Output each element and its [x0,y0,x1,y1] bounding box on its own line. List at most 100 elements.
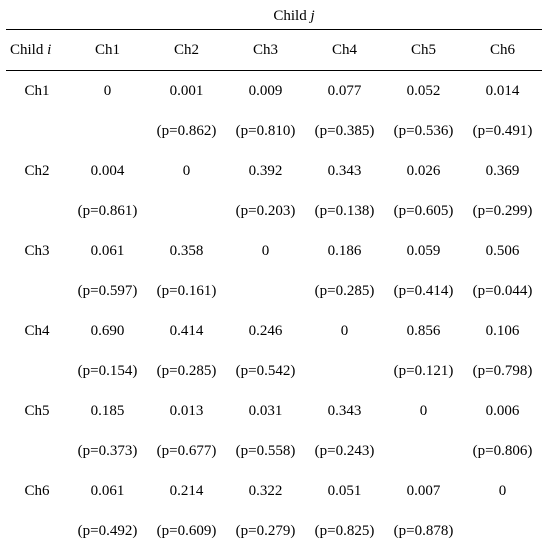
table-row: (p=0.154) (p=0.285) (p=0.542) (p=0.121) … [6,351,542,391]
cell-value: 0.009 [226,71,305,112]
cell-p: (p=0.878) [384,511,463,551]
cell-p: (p=0.279) [226,511,305,551]
cell-value: 0.014 [463,71,542,112]
cell-p: (p=0.161) [147,271,226,311]
cell-value: 0.506 [463,231,542,271]
cell-value: 0.059 [384,231,463,271]
cell-value: 0.186 [305,231,384,271]
table-row: Ch2 0.004 0 0.392 0.343 0.026 0.369 [6,151,542,191]
cell-p: (p=0.385) [305,111,384,151]
cell-p: (p=0.798) [463,351,542,391]
table-row: (p=0.862) (p=0.810) (p=0.385) (p=0.536) … [6,111,542,151]
cell-p [463,511,542,551]
row-label: Ch3 [6,231,68,271]
cell-value: 0.026 [384,151,463,191]
row-label-blank [6,111,68,151]
row-header-var: i [47,42,51,58]
cell-p: (p=0.597) [68,271,147,311]
cell-p: (p=0.609) [147,511,226,551]
cell-value: 0.414 [147,311,226,351]
table-body: Ch1 0 0.001 0.009 0.077 0.052 0.014 (p=0… [6,71,542,552]
cell-p: (p=0.677) [147,431,226,471]
cell-p: (p=0.605) [384,191,463,231]
table-row: (p=0.597) (p=0.161) (p=0.285) (p=0.414) … [6,271,542,311]
cell-p: (p=0.492) [68,511,147,551]
cell-p: (p=0.536) [384,111,463,151]
cell-value: 0.077 [305,71,384,112]
cell-p [305,351,384,391]
cell-value: 0.185 [68,391,147,431]
cell-p: (p=0.285) [147,351,226,391]
cell-p: (p=0.825) [305,511,384,551]
row-label-blank [6,191,68,231]
row-label: Ch6 [6,471,68,511]
row-label: Ch2 [6,151,68,191]
table-row: (p=0.492) (p=0.609) (p=0.279) (p=0.825) … [6,511,542,551]
table-row: Ch5 0.185 0.013 0.031 0.343 0 0.006 [6,391,542,431]
cell-p: (p=0.285) [305,271,384,311]
cell-p: (p=0.542) [226,351,305,391]
cell-value: 0.007 [384,471,463,511]
cell-p [226,271,305,311]
row-label-blank [6,351,68,391]
table-row: Ch4 0.690 0.414 0.246 0 0.856 0.106 [6,311,542,351]
row-label-blank [6,511,68,551]
row-label: Ch5 [6,391,68,431]
cell-p: (p=0.558) [226,431,305,471]
row-super-header: Child i [6,30,68,71]
cell-p: (p=0.414) [384,271,463,311]
col-header: Ch5 [384,30,463,71]
table-row: (p=0.861) (p=0.203) (p=0.138) (p=0.605) … [6,191,542,231]
cell-p: (p=0.861) [68,191,147,231]
column-super-header: Child j [46,8,542,25]
col-header: Ch2 [147,30,226,71]
cell-value: 0.369 [463,151,542,191]
super-header-var: j [310,8,314,24]
cell-value: 0 [384,391,463,431]
super-header-prefix: Child [273,8,310,24]
col-header: Ch4 [305,30,384,71]
cell-value: 0.392 [226,151,305,191]
cell-value: 0.061 [68,231,147,271]
cell-p: (p=0.810) [226,111,305,151]
col-header: Ch6 [463,30,542,71]
table-row: Ch1 0 0.001 0.009 0.077 0.052 0.014 [6,71,542,112]
cell-value: 0 [226,231,305,271]
row-label: Ch4 [6,311,68,351]
cell-p: (p=0.862) [147,111,226,151]
cell-value: 0.246 [226,311,305,351]
cell-value: 0.006 [463,391,542,431]
cell-value: 0.051 [305,471,384,511]
header-row: Child i Ch1 Ch2 Ch3 Ch4 Ch5 Ch6 [6,30,542,71]
col-header: Ch3 [226,30,305,71]
cell-p: (p=0.299) [463,191,542,231]
cell-p: (p=0.203) [226,191,305,231]
cell-p: (p=0.154) [68,351,147,391]
correlation-table: Child i Ch1 Ch2 Ch3 Ch4 Ch5 Ch6 Ch1 0 0.… [6,29,542,551]
cell-p: (p=0.138) [305,191,384,231]
cell-value: 0.061 [68,471,147,511]
row-label-blank [6,271,68,311]
cell-value: 0.343 [305,391,384,431]
col-header: Ch1 [68,30,147,71]
cell-value: 0.052 [384,71,463,112]
cell-p: (p=0.044) [463,271,542,311]
cell-value: 0.013 [147,391,226,431]
cell-p: (p=0.491) [463,111,542,151]
cell-value: 0.322 [226,471,305,511]
cell-p: (p=0.373) [68,431,147,471]
cell-p [68,111,147,151]
cell-value: 0 [463,471,542,511]
row-header-prefix: Child [10,42,47,58]
table-row: (p=0.373) (p=0.677) (p=0.558) (p=0.243) … [6,431,542,471]
table-row: Ch6 0.061 0.214 0.322 0.051 0.007 0 [6,471,542,511]
cell-value: 0.004 [68,151,147,191]
table-row: Ch3 0.061 0.358 0 0.186 0.059 0.506 [6,231,542,271]
cell-value: 0.343 [305,151,384,191]
cell-value: 0 [68,71,147,112]
row-label: Ch1 [6,71,68,112]
cell-p [147,191,226,231]
row-label-blank [6,431,68,471]
cell-p: (p=0.121) [384,351,463,391]
cell-value: 0.106 [463,311,542,351]
